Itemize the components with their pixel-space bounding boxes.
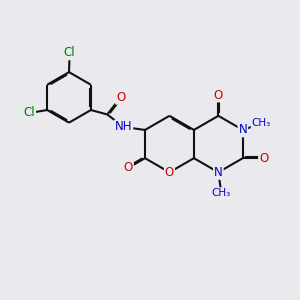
Text: NH: NH [115,121,132,134]
Text: CH₃: CH₃ [212,188,231,198]
Text: O: O [165,166,174,179]
Text: CH₃: CH₃ [252,118,271,128]
Text: Cl: Cl [64,46,75,59]
Text: O: O [124,161,133,174]
Text: N: N [238,123,247,136]
Text: O: O [214,88,223,101]
Text: N: N [214,166,223,179]
Text: O: O [116,91,125,104]
Text: O: O [259,152,268,165]
Text: Cl: Cl [23,106,35,119]
